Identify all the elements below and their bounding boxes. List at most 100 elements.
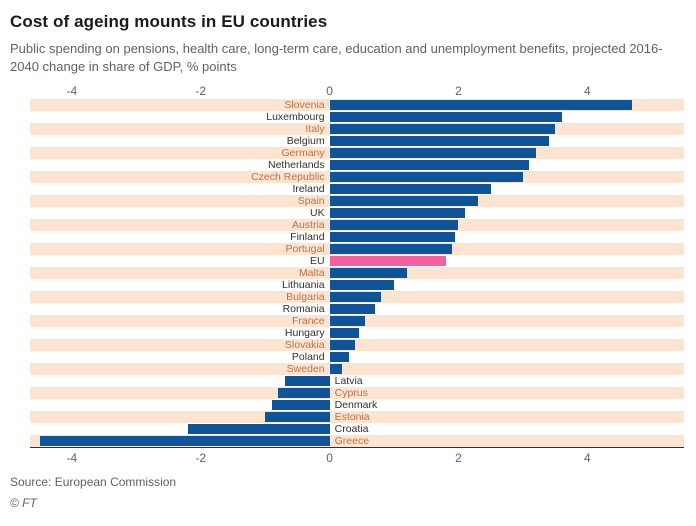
chart-row: Ireland <box>30 183 684 195</box>
bar <box>39 435 330 446</box>
chart-title: Cost of ageing mounts in EU countries <box>10 12 328 31</box>
category-label: Denmark <box>334 398 378 411</box>
bar <box>329 243 453 254</box>
bar <box>278 387 330 398</box>
chart-row: Denmark <box>30 399 684 411</box>
axis-tick-label: -2 <box>195 83 207 98</box>
bar <box>329 147 536 158</box>
bar <box>187 423 330 434</box>
bar <box>329 291 382 302</box>
axis-tick-label: 2 <box>455 450 462 465</box>
category-label: Austria <box>291 218 325 231</box>
chart-row: Finland <box>30 231 684 243</box>
bar <box>329 267 407 278</box>
category-label: Malta <box>298 266 325 279</box>
category-label: Germany <box>281 146 325 159</box>
chart-row: Romania <box>30 303 684 315</box>
chart-row: France <box>30 314 684 327</box>
bar <box>329 219 459 230</box>
bar <box>329 315 366 326</box>
bar <box>329 123 556 134</box>
category-label: Estonia <box>334 410 370 423</box>
chart-subtitle: Public spending on pensions, health care… <box>10 41 663 74</box>
category-label: Spain <box>297 194 325 207</box>
chart-row: Portugal <box>30 242 684 255</box>
category-label: Slovenia <box>284 98 325 111</box>
bar <box>265 411 330 422</box>
chart-row: Slovakia <box>30 338 684 351</box>
category-label: Portugal <box>285 242 325 255</box>
chart-row: Estonia <box>30 410 684 423</box>
chart-row: Czech Republic <box>30 170 684 183</box>
chart-row: Latvia <box>30 375 684 387</box>
category-label: Romania <box>282 302 325 315</box>
source-note: Source: European Commission <box>10 474 177 489</box>
chart-row: Cyprus <box>30 386 684 399</box>
category-label: Netherlands <box>268 158 325 171</box>
chart-row: Slovenia <box>30 98 684 111</box>
category-label: Luxembourg <box>266 110 325 123</box>
chart-row: Germany <box>30 146 684 159</box>
category-label: Poland <box>291 350 325 363</box>
chart-row: Poland <box>30 351 684 363</box>
axis-tick-label: -2 <box>195 450 207 465</box>
bar <box>329 99 633 110</box>
axis-tick-label: 4 <box>584 450 591 465</box>
chart-row: Greece <box>30 434 684 447</box>
category-label: Hungary <box>284 326 325 339</box>
category-label: Cyprus <box>334 386 368 399</box>
bar <box>284 375 330 386</box>
bar <box>329 183 491 194</box>
chart-row: EU <box>30 255 684 267</box>
bar <box>329 339 356 350</box>
chart-row: Sweden <box>30 362 684 375</box>
chart-row: Luxembourg <box>30 111 684 123</box>
category-label: Lithuania <box>282 278 325 291</box>
category-label: Italy <box>305 122 325 135</box>
category-label: Finland <box>290 230 325 243</box>
plot-area: Slovenia Luxembourg Italy Belgium Germany Net… <box>30 98 684 447</box>
bar <box>329 231 456 242</box>
category-label: Latvia <box>334 374 363 387</box>
category-label: Greece <box>334 434 370 447</box>
chart: -4 -2 0 2 4 Slovenia Luxembourg Italy Belgium Ge… <box>30 82 684 465</box>
bar <box>329 303 375 314</box>
bar <box>329 111 562 122</box>
chart-row: Netherlands <box>30 159 684 171</box>
chart-row: Spain <box>30 194 684 207</box>
bar <box>329 327 359 338</box>
axis-tick-label: -4 <box>66 83 78 98</box>
axis-tick-label: 0 <box>326 450 333 465</box>
x-axis-top: -4 -2 0 2 4 <box>30 82 684 99</box>
x-axis-bottom: -4 -2 0 2 4 <box>30 446 684 465</box>
axis-tick-label: 2 <box>455 83 462 98</box>
chart-row: Malta <box>30 266 684 279</box>
chart-row: Croatia <box>30 423 684 435</box>
category-label: Ireland <box>292 182 325 195</box>
bar <box>271 399 330 410</box>
chart-row: Lithuania <box>30 279 684 291</box>
bar <box>329 207 465 218</box>
category-label: Belgium <box>286 134 325 147</box>
chart-row: Belgium <box>30 135 684 147</box>
category-label: Bulgaria <box>286 290 325 303</box>
chart-row: UK <box>30 207 684 219</box>
category-label: EU <box>310 254 325 267</box>
category-label: UK <box>310 206 325 219</box>
bar <box>329 279 395 290</box>
axis-tick-label: 0 <box>326 83 333 98</box>
bar <box>329 171 523 182</box>
axis-tick-label: -4 <box>66 450 78 465</box>
bar <box>329 159 530 170</box>
chart-row: Italy <box>30 122 684 135</box>
bar <box>329 363 343 374</box>
chart-row: Bulgaria <box>30 290 684 303</box>
bar <box>329 351 349 362</box>
bar <box>329 195 478 206</box>
ft-credit: © FT <box>10 495 37 510</box>
category-label: Croatia <box>334 422 369 435</box>
bar <box>329 255 446 266</box>
category-label: Slovakia <box>284 338 325 351</box>
axis-tick-label: 4 <box>584 83 591 98</box>
